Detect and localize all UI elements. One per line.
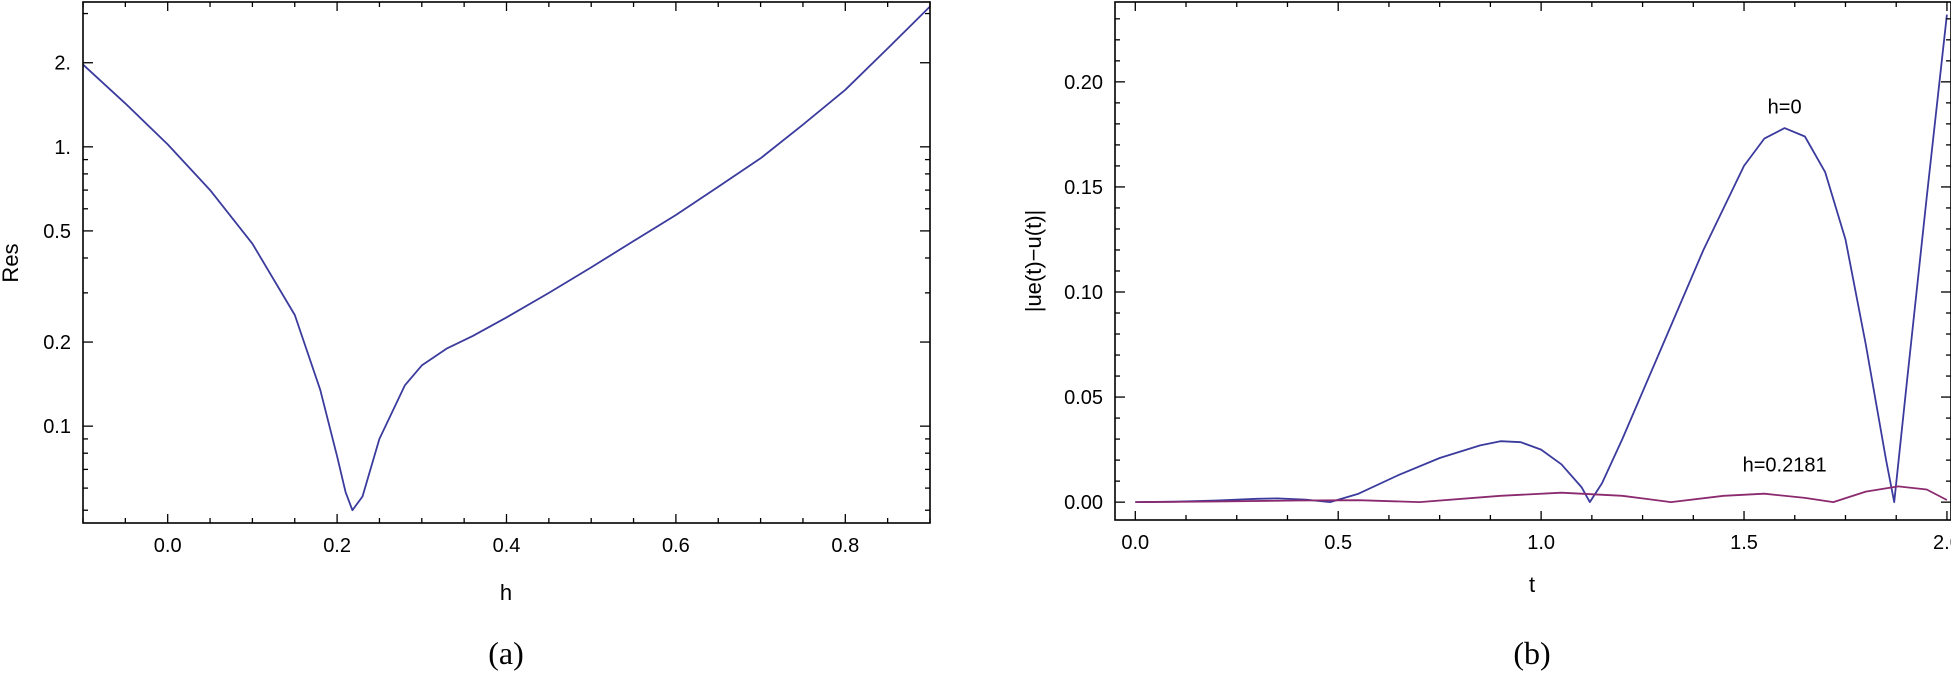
panel-b-x-tick-label: 1.5	[1730, 532, 1758, 554]
panel-a-x-axis-label: h	[500, 580, 512, 605]
panel-b-x-tick-label: 0.0	[1121, 532, 1149, 554]
panel-a-y-tick-label: 0.1	[43, 416, 71, 438]
panel-b-y-tick-label: 0.15	[1064, 177, 1103, 199]
panel-b-series-line-0	[1135, 14, 1948, 504]
panel-a-series-line-0	[82, 5, 931, 512]
panel-a-ticks: 0.0 0.2 0.4 0.6 0.8 2. 1. 0.5 0.2 0.1	[43, 2, 931, 557]
panel-b-x-tick-label: 2.0	[1933, 532, 1951, 554]
panel-a-caption: (a)	[488, 635, 524, 671]
panel-b-x-tick-label: 0.5	[1324, 532, 1352, 554]
panel-b-y-tick-label: 0.05	[1064, 387, 1103, 409]
panel-a-y-axis-label: Res	[0, 243, 23, 282]
panel-b-annotation: h=0.2181	[1743, 455, 1827, 477]
panel-b: 0.0 0.5 1.0 1.5 2.0 0.00 0.05 0.10 0.15 0.20 t |u…	[1021, 1, 1951, 671]
panel-a-x-tick-label: 0.0	[154, 535, 182, 557]
panel-b-y-tick-label: 0.20	[1064, 72, 1103, 94]
panel-a-x-tick-label: 0.4	[493, 535, 521, 557]
panel-a-x-tick-label: 0.6	[662, 535, 690, 557]
panel-a-plot-area	[82, 5, 931, 512]
panel-a-y-tick-label: 1.	[54, 137, 71, 159]
panel-a-y-tick-label: 0.5	[43, 221, 71, 243]
panel-b-caption: (b)	[1513, 635, 1550, 671]
panel-b-plot-area	[1135, 14, 1948, 504]
panel-a-x-tick-label: 0.8	[831, 535, 859, 557]
panel-b-series-line-1	[1135, 485, 1948, 504]
panel-a: 0.0 0.2 0.4 0.6 0.8 2. 1. 0.5 0.2 0.1 h Res (a)	[0, 1, 931, 671]
panel-b-y-tick-label: 0.00	[1064, 492, 1103, 514]
panel-a-frame	[82, 1, 931, 524]
panel-a-y-tick-label: 2.	[54, 53, 71, 75]
panel-b-annotations: h=0 h=0.2181	[1743, 96, 1827, 476]
panel-b-annotation: h=0	[1768, 96, 1802, 118]
panel-b-frame	[1114, 1, 1951, 521]
panel-b-x-tick-label: 1.0	[1527, 532, 1555, 554]
panel-b-ticks: 0.0 0.5 1.0 1.5 2.0 0.00 0.05 0.10 0.15 0.20	[1064, 2, 1951, 554]
panel-a-y-tick-label: 0.2	[43, 332, 71, 354]
panel-b-y-tick-label: 0.10	[1064, 282, 1103, 304]
panel-b-x-axis-label: t	[1529, 572, 1535, 597]
panel-a-x-tick-label: 0.2	[323, 535, 351, 557]
panel-b-y-axis-label: |ue(t)−u(t)|	[1021, 210, 1046, 313]
